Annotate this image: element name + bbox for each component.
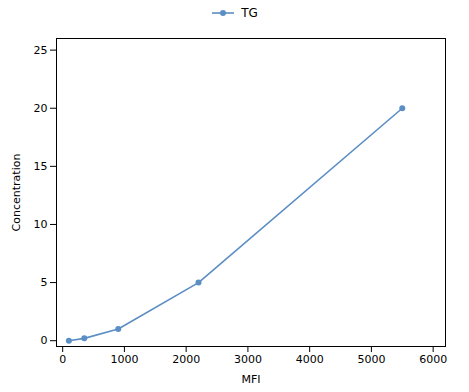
svg-text:15: 15 <box>34 160 48 173</box>
html-text:TG: TG <box>241 6 258 20</box>
svg-text:0: 0 <box>41 334 48 347</box>
svg-text:Concentration: Concentration <box>10 154 23 232</box>
svg-text:3000: 3000 <box>234 353 262 366</box>
svg-text:5: 5 <box>41 276 48 289</box>
svg-text:6000: 6000 <box>419 353 447 366</box>
svg-text:10: 10 <box>34 218 48 231</box>
svg-text:4000: 4000 <box>296 353 324 366</box>
svg-text:MFI: MFI <box>241 373 260 386</box>
svg-text:1000: 1000 <box>110 353 138 366</box>
svg-text:0: 0 <box>59 353 66 366</box>
svg-text:25: 25 <box>34 44 48 57</box>
svg-text:20: 20 <box>34 102 48 115</box>
svg-text:2000: 2000 <box>172 353 200 366</box>
svg-text:5000: 5000 <box>357 353 385 366</box>
